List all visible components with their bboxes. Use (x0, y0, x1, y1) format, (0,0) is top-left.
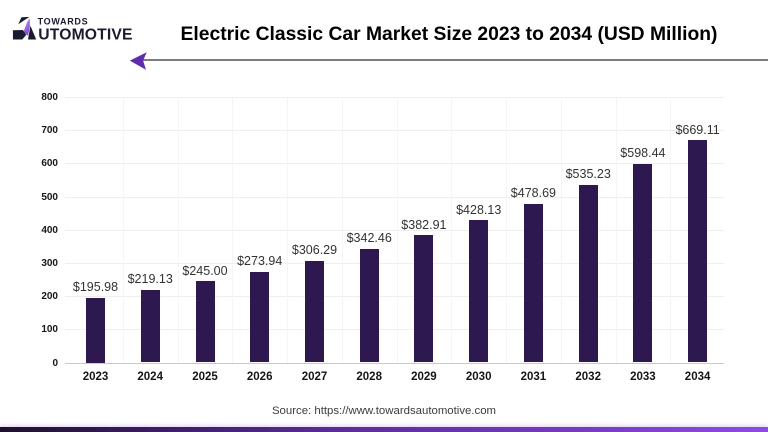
svg-text:TOWARDS: TOWARDS (38, 17, 89, 27)
svg-text:UTOMOTIVE: UTOMOTIVE (38, 26, 132, 43)
